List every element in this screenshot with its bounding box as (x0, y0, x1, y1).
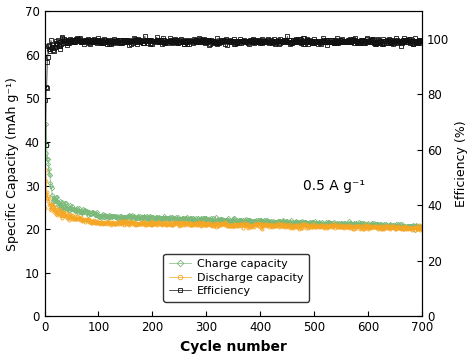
Charge capacity (412, 228, 418, 232)
Efficiency (291, 38, 297, 42)
Discharge capacity (412, 228, 418, 232)
Legend: Charge capacity, Discharge capacity, Efficiency: Charge capacity, Discharge capacity, Eff… (164, 253, 309, 302)
Efficiency (43, 143, 48, 148)
Discharge capacity (291, 223, 296, 227)
Efficiency (42, 98, 48, 102)
Discharge capacity (383, 224, 388, 228)
Charge capacity (291, 220, 296, 225)
Discharge capacity (336, 223, 342, 227)
Efficiency (163, 40, 168, 45)
X-axis label: Cycle number: Cycle number (180, 340, 287, 354)
Efficiency (419, 39, 425, 43)
Charge capacity (135, 215, 141, 220)
Text: 0.5 A g⁻¹: 0.5 A g⁻¹ (303, 179, 365, 193)
Efficiency (135, 37, 141, 41)
Discharge capacity (419, 225, 425, 229)
Efficiency (337, 40, 342, 44)
Discharge capacity (135, 222, 141, 226)
Charge capacity (43, 122, 49, 127)
Efficiency (150, 39, 155, 43)
Discharge capacity (43, 168, 48, 172)
Efficiency (383, 39, 389, 43)
Line: Discharge capacity: Discharge capacity (44, 169, 424, 231)
Charge capacity (336, 221, 342, 226)
Discharge capacity (42, 206, 48, 211)
Charge capacity (383, 223, 388, 228)
Y-axis label: Efficiency (%): Efficiency (%) (455, 121, 468, 207)
Discharge capacity (149, 223, 155, 227)
Charge capacity (419, 225, 425, 229)
Charge capacity (162, 216, 168, 221)
Y-axis label: Specific Capacity (mAh g⁻¹): Specific Capacity (mAh g⁻¹) (6, 77, 19, 251)
Discharge capacity (162, 220, 168, 224)
Line: Efficiency: Efficiency (44, 35, 424, 147)
Efficiency (142, 34, 148, 38)
Charge capacity (149, 215, 155, 219)
Line: Charge capacity: Charge capacity (44, 123, 424, 231)
Charge capacity (42, 154, 48, 159)
